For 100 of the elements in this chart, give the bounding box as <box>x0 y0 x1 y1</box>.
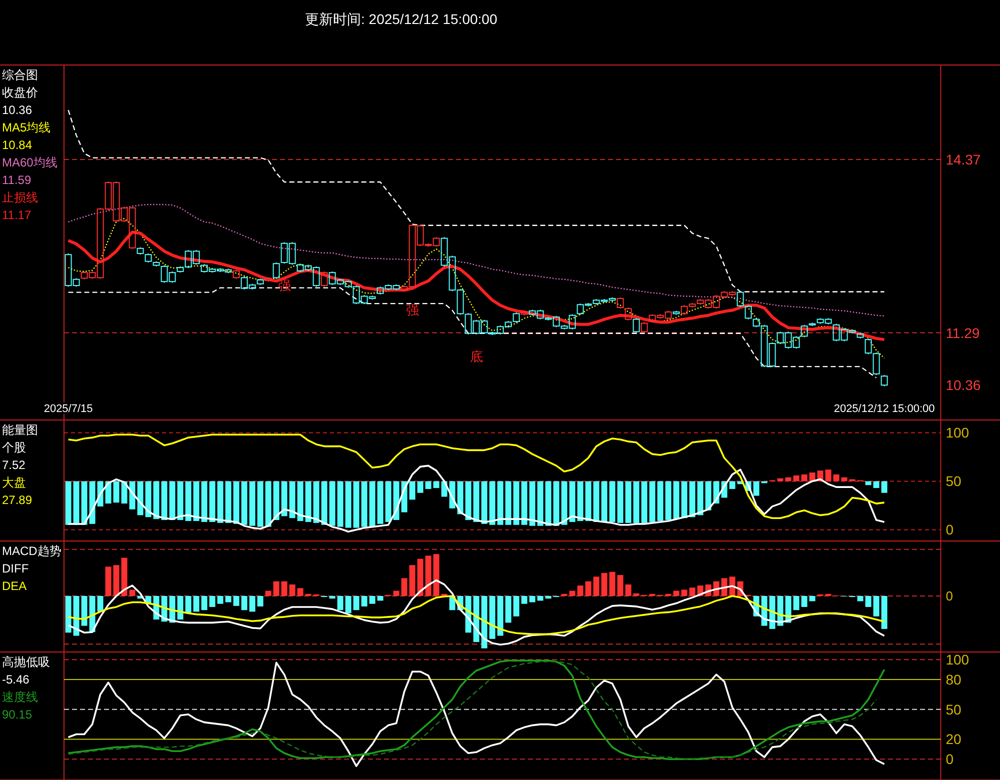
bar <box>265 481 272 527</box>
text: -5.46 <box>2 672 30 686</box>
bar <box>289 584 296 596</box>
text: 27.89 <box>2 493 32 507</box>
bar <box>137 481 144 516</box>
y-tick-label: 100 <box>946 424 970 441</box>
bar <box>297 481 304 522</box>
bar <box>553 481 560 526</box>
bar <box>281 581 288 596</box>
y-tick-label: 11.29 <box>946 324 980 341</box>
bar <box>185 481 192 522</box>
bar <box>257 481 264 527</box>
bar <box>401 578 408 596</box>
bar <box>801 596 808 607</box>
bar <box>113 481 120 503</box>
bar <box>633 593 640 596</box>
bar <box>617 575 624 596</box>
bar <box>313 481 320 523</box>
bar <box>873 596 880 616</box>
bar <box>409 565 416 596</box>
bar <box>673 590 680 596</box>
bar <box>545 596 552 599</box>
bar <box>393 590 400 596</box>
bar <box>233 481 240 524</box>
bar <box>513 481 520 525</box>
text: 11.59 <box>2 173 32 187</box>
line-series <box>68 109 885 292</box>
y-tick-label: 0 <box>946 751 954 768</box>
bar <box>881 596 888 629</box>
bar <box>377 596 384 601</box>
text: DEA <box>2 579 27 593</box>
y-tick-label: 50 <box>946 701 962 718</box>
text: MA60均线 <box>2 156 58 170</box>
bar <box>793 596 800 610</box>
y-tick-label: 50 <box>946 473 962 490</box>
bar <box>865 596 872 607</box>
bar <box>689 588 696 596</box>
bar <box>873 481 880 488</box>
bar <box>425 556 432 596</box>
bar <box>729 481 736 489</box>
bar <box>625 481 632 523</box>
bar <box>521 596 528 604</box>
bar <box>201 481 208 522</box>
bar <box>681 590 688 596</box>
bar <box>505 481 512 525</box>
bar <box>457 481 464 514</box>
bar <box>233 596 240 606</box>
bar <box>265 590 272 596</box>
bar <box>193 596 200 612</box>
text: 速度线 <box>2 690 38 704</box>
bar <box>345 481 352 528</box>
bar <box>369 596 376 604</box>
y-tick-label: 20 <box>946 731 962 748</box>
bar <box>353 481 360 528</box>
bar <box>833 474 840 482</box>
text: 强 <box>406 302 419 318</box>
bar <box>865 481 872 486</box>
bar <box>329 596 336 599</box>
text: 止损线 <box>2 190 38 204</box>
bar <box>593 576 600 596</box>
text: MA5均线 <box>2 120 51 134</box>
bar <box>353 596 360 610</box>
bar <box>569 481 576 522</box>
bar <box>217 481 224 523</box>
bar <box>369 481 376 527</box>
text: 底 <box>470 348 483 364</box>
bar <box>177 481 184 520</box>
line-series <box>67 464 886 533</box>
bar <box>289 481 296 518</box>
bar <box>337 596 344 610</box>
text: 11.17 <box>2 208 32 222</box>
bar <box>481 596 488 648</box>
bar <box>801 474 808 482</box>
bar <box>169 481 176 520</box>
bar <box>409 481 416 500</box>
bar <box>81 481 88 525</box>
bar <box>257 596 264 606</box>
bar <box>73 481 80 525</box>
bar <box>273 581 280 596</box>
bar <box>65 596 72 633</box>
bar <box>665 481 672 520</box>
bar <box>545 481 552 526</box>
bar <box>593 481 600 522</box>
text: 强 <box>278 278 291 294</box>
bar <box>609 481 616 522</box>
bar <box>89 481 96 524</box>
bar <box>425 481 432 489</box>
bar <box>73 596 80 636</box>
bar <box>521 481 528 525</box>
bar <box>497 596 504 636</box>
bar <box>617 481 624 523</box>
y-tick-label: 100 <box>946 652 970 668</box>
line-series <box>68 204 885 317</box>
bar <box>841 477 848 482</box>
text: 7.52 <box>2 458 26 472</box>
bar <box>537 596 544 601</box>
bar <box>417 558 424 596</box>
y-tick-label: 80 <box>946 672 962 688</box>
bar <box>361 596 368 606</box>
chart-title: 能量图 <box>2 423 38 437</box>
